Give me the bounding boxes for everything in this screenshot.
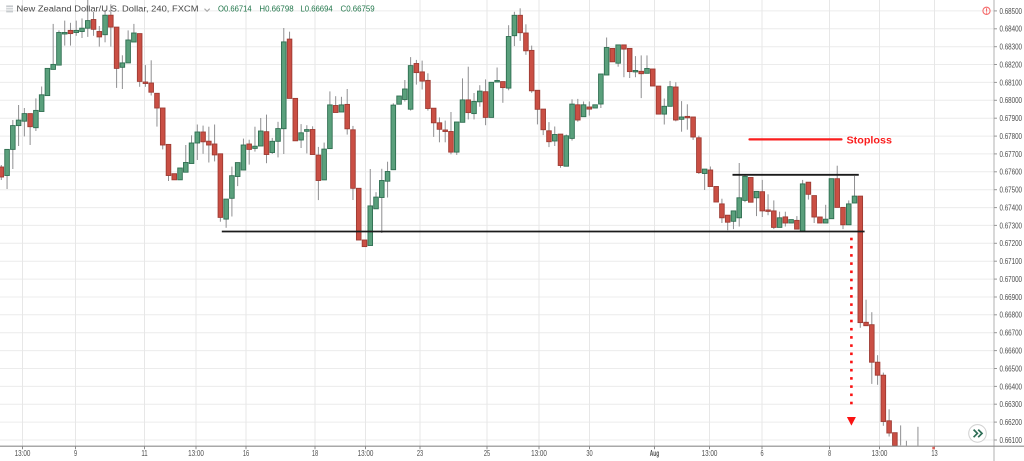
svg-text:0.67700: 0.67700 [1000,150,1023,159]
svg-text:11: 11 [141,449,148,458]
svg-text:0.66600: 0.66600 [1000,347,1023,356]
svg-text:0.66900: 0.66900 [1000,293,1023,302]
svg-text:0.66300: 0.66300 [1000,400,1023,409]
svg-text:25: 25 [484,449,491,458]
svg-text:0.67300: 0.67300 [1000,221,1023,230]
svg-text:O0.66714: O0.66714 [218,4,252,14]
svg-text:0.67800: 0.67800 [1000,132,1023,141]
svg-text:13:00: 13:00 [188,449,204,458]
svg-text:16: 16 [243,449,250,458]
svg-text:0.66500: 0.66500 [1000,364,1023,373]
svg-text:0.66400: 0.66400 [1000,382,1023,391]
svg-text:18: 18 [312,449,319,458]
svg-text:13:00: 13:00 [702,449,718,458]
svg-text:0.67000: 0.67000 [1000,275,1023,284]
svg-text:13: 13 [931,449,938,458]
svg-text:0.66200: 0.66200 [1000,418,1023,427]
svg-text:0.67500: 0.67500 [1000,186,1023,195]
svg-text:0.66100: 0.66100 [1000,436,1023,445]
svg-text:0.68300: 0.68300 [1000,43,1023,52]
svg-text:0.68500: 0.68500 [1000,7,1023,16]
svg-text:C0.66759: C0.66759 [341,4,375,14]
svg-text:0.67400: 0.67400 [1000,204,1023,213]
svg-text:0.68400: 0.68400 [1000,25,1023,34]
svg-text:30: 30 [586,449,593,458]
svg-text:H0.66798: H0.66798 [259,4,293,14]
svg-text:13:00: 13:00 [872,449,888,458]
svg-text:23: 23 [417,449,424,458]
svg-text:13:00: 13:00 [15,449,31,458]
svg-text:0.68000: 0.68000 [1000,96,1023,105]
svg-text:0.68100: 0.68100 [1000,78,1023,87]
svg-text:0.67200: 0.67200 [1000,239,1023,248]
svg-text:New Zealand Dollar/U.S. Dollar: New Zealand Dollar/U.S. Dollar, 240, FXC… [17,4,199,14]
svg-text:8: 8 [828,449,831,458]
svg-text:L0.66694: L0.66694 [301,4,333,14]
svg-text:0.67900: 0.67900 [1000,114,1023,123]
svg-text:Aug: Aug [650,449,659,458]
svg-text:0.66800: 0.66800 [1000,311,1023,320]
svg-text:6: 6 [760,449,763,458]
svg-text:13:00: 13:00 [358,449,374,458]
svg-text:0.67600: 0.67600 [1000,168,1023,177]
svg-text:0.67100: 0.67100 [1000,257,1023,266]
svg-text:9: 9 [74,449,77,458]
svg-text:0.66700: 0.66700 [1000,329,1023,338]
svg-text:13:00: 13:00 [531,449,547,458]
svg-text:0.68200: 0.68200 [1000,60,1023,69]
svg-text:Stoploss: Stoploss [847,135,893,147]
